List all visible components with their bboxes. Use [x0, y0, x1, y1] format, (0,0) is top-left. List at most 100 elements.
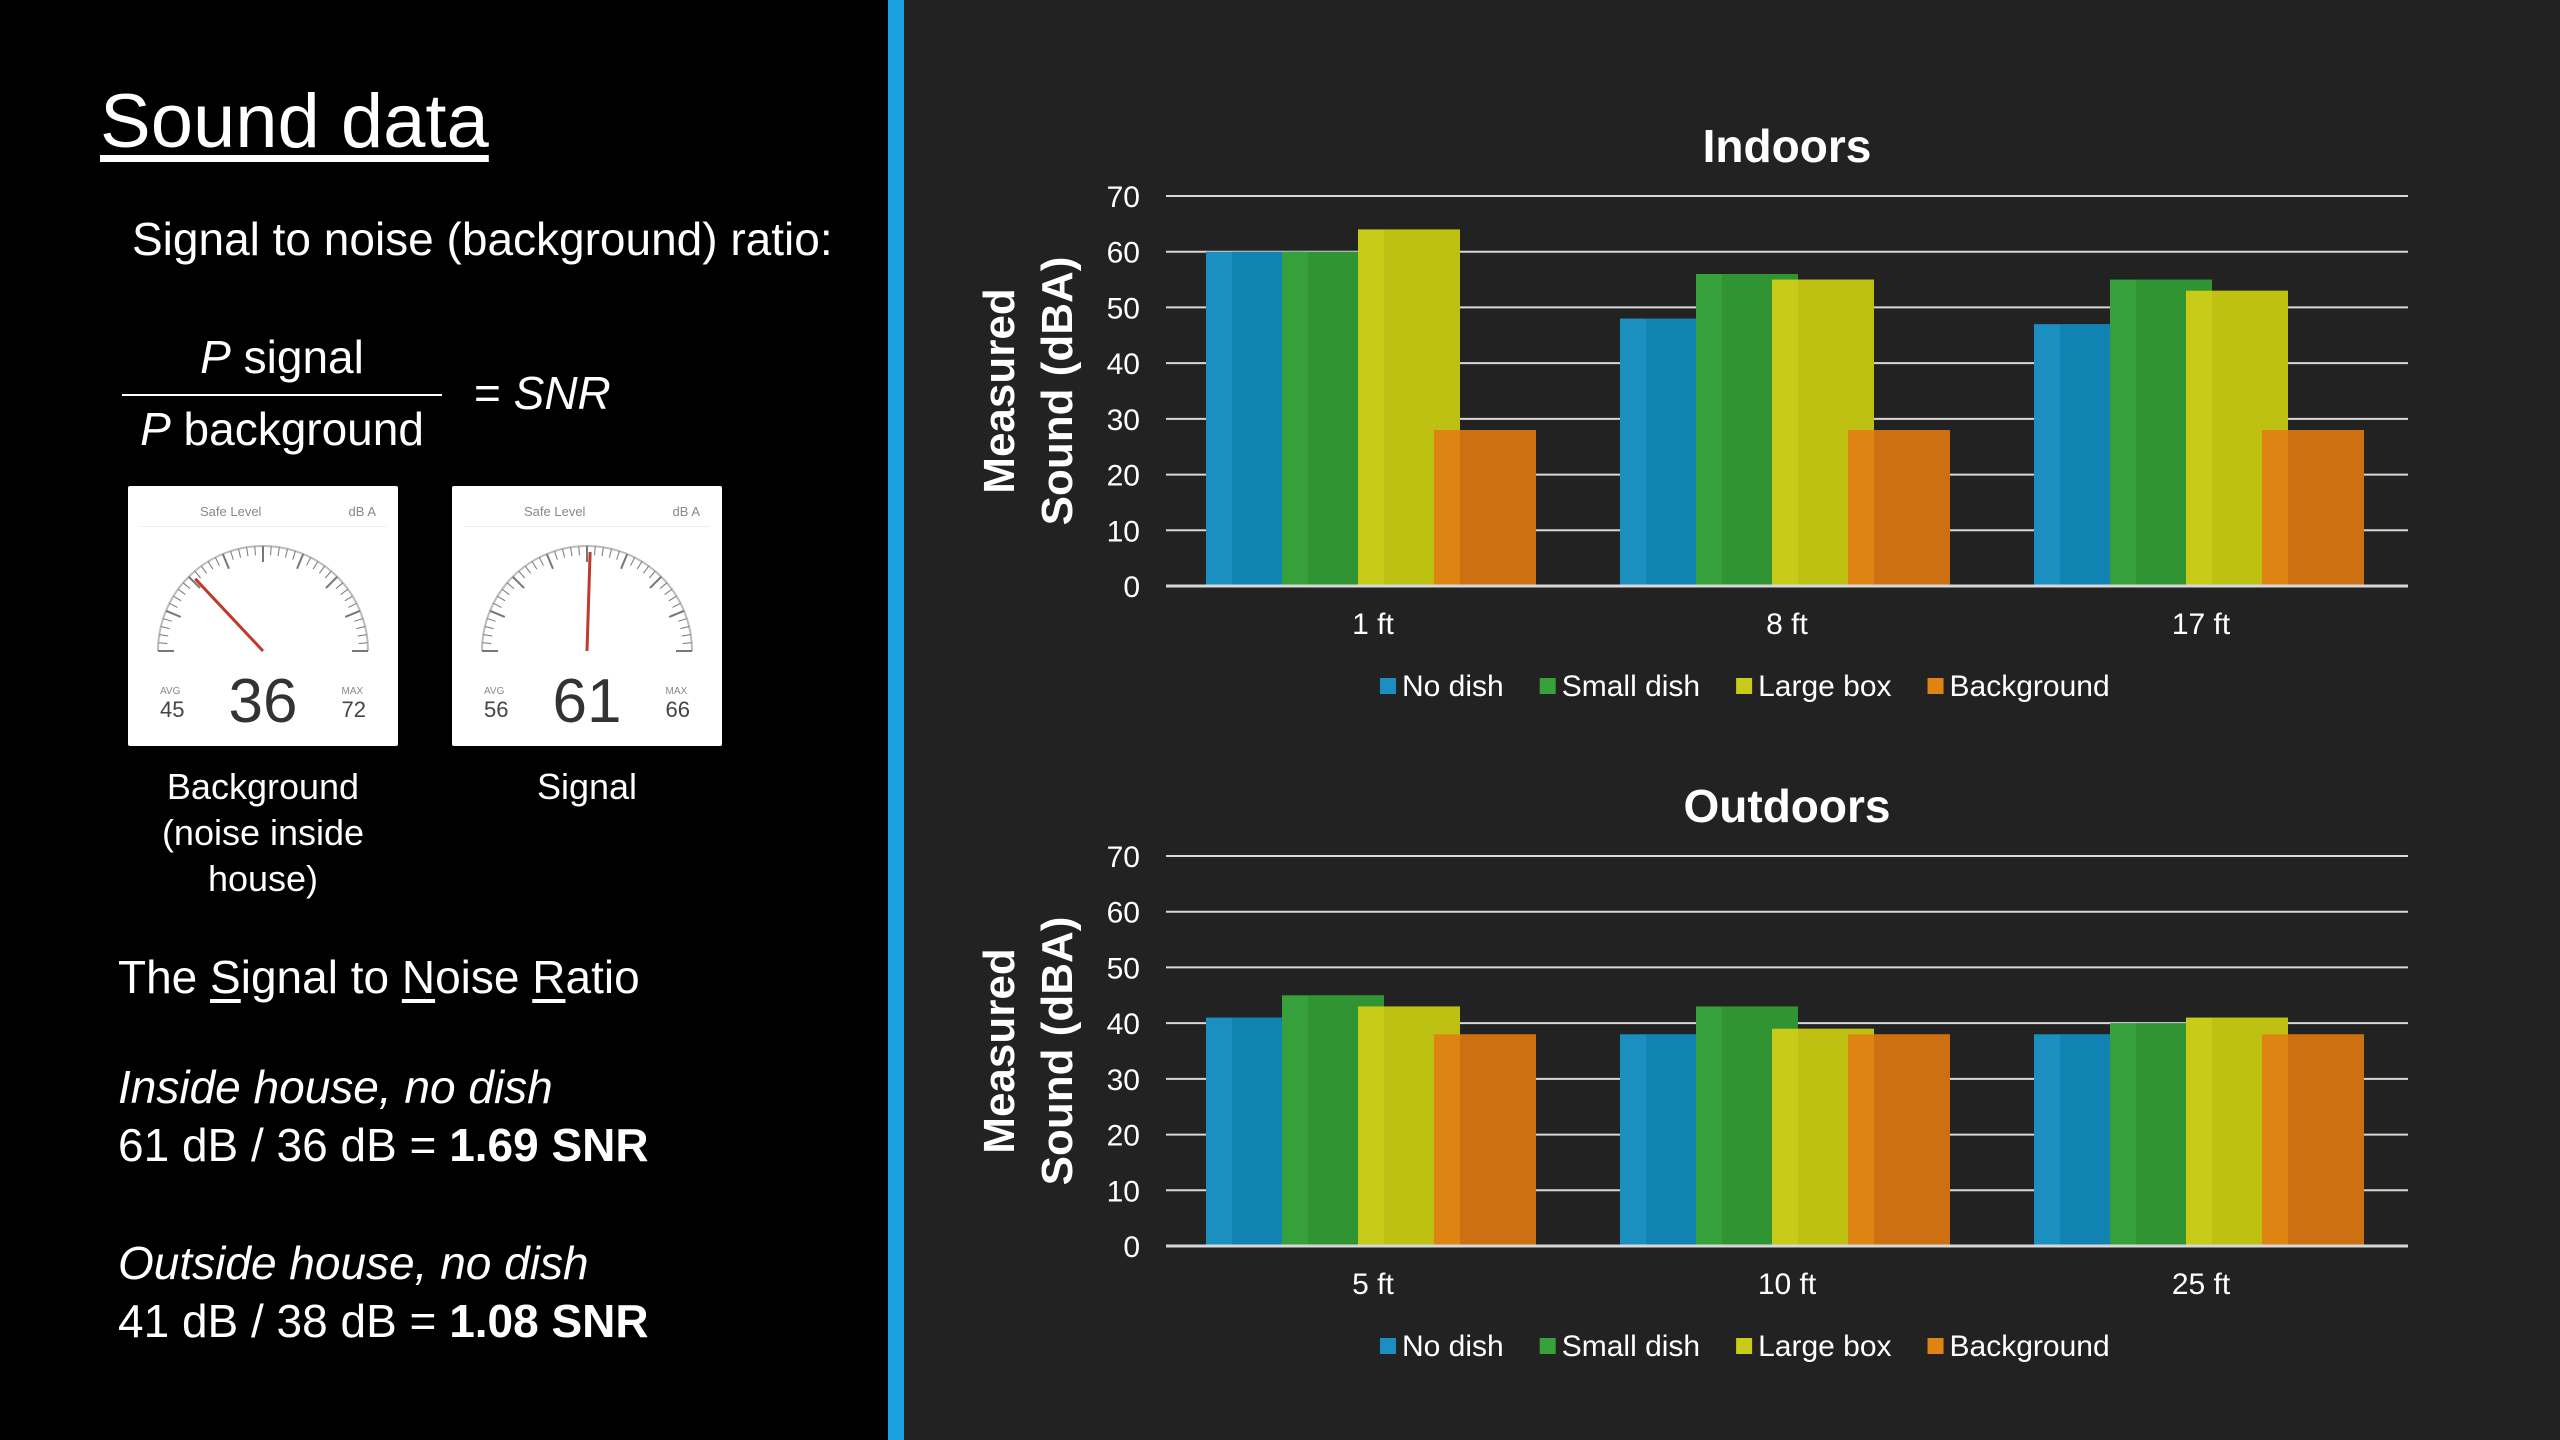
dial-tick — [230, 550, 234, 560]
dial-tick — [518, 570, 526, 579]
dial-tick — [486, 618, 496, 622]
bar-shade — [2288, 1034, 2364, 1246]
formula-denominator: P background — [140, 403, 424, 455]
y-axis-label-line: Measured — [975, 288, 1024, 493]
legend-label: Large box — [1758, 1330, 1891, 1363]
background-meter-caption: Background (noise inside house) — [161, 766, 365, 899]
dial-needle — [585, 552, 592, 652]
page-title: Sound data — [100, 79, 489, 164]
dial-tick — [570, 547, 573, 557]
dial-tick — [601, 547, 604, 557]
dial-tick — [678, 618, 688, 622]
dial-tick — [578, 546, 580, 556]
y-tick-label: 20 — [1107, 1120, 1140, 1153]
dial-tick — [608, 548, 612, 558]
bar-shade — [1874, 1034, 1950, 1246]
y-axis-label-line: Sound (dBA) — [1033, 257, 1082, 526]
dial-tick — [284, 548, 288, 558]
dial-tick — [562, 548, 566, 558]
legend-swatch — [1539, 1338, 1556, 1354]
dial-tick — [636, 561, 643, 570]
dial-tick — [177, 588, 186, 595]
legend-swatch — [1927, 1338, 1944, 1354]
signal-meter-caption: Signal — [536, 766, 638, 807]
dial-tick — [182, 582, 191, 590]
dial-tick — [159, 634, 169, 637]
dial-tick — [482, 642, 492, 644]
legend-label: No dish — [1402, 670, 1504, 703]
dial-tick — [493, 602, 502, 608]
x-tick-label: 10 ft — [1758, 1268, 1817, 1301]
legend-swatch — [1736, 1338, 1753, 1354]
y-axis-label-line: Measured — [975, 948, 1024, 1153]
y-axis-label-line: Sound (dBA) — [1033, 917, 1082, 1186]
y-axis-label: Measured Sound (dBA) — [975, 257, 1082, 526]
y-tick-label: 50 — [1107, 292, 1140, 325]
y-tick-label: 40 — [1107, 1008, 1140, 1041]
y-tick-label: 40 — [1107, 348, 1140, 381]
charts-panel: Indoors 0 10 20 30 40 50 60 70 Measured Sound (dBA… — [904, 0, 2560, 1440]
y-tick-label: 60 — [1107, 897, 1140, 930]
y-tick-label: 70 — [1107, 181, 1140, 214]
dial-tick — [270, 546, 272, 556]
dial-tick — [158, 642, 168, 644]
dial-tick — [668, 595, 677, 602]
dial-tick — [501, 588, 510, 595]
dial-tick — [648, 570, 656, 579]
dial-tick — [162, 618, 172, 622]
dial-tick — [165, 609, 182, 618]
dial-tick — [545, 553, 554, 570]
x-tick-label: 25 ft — [2172, 1268, 2231, 1301]
legend-swatch — [1927, 678, 1944, 694]
y-tick-label: 0 — [1123, 571, 1140, 604]
meter-reading: 61 — [552, 667, 622, 736]
chart-title: Indoors — [1703, 120, 1872, 172]
dial-tick — [292, 550, 296, 560]
dial-tick — [484, 626, 494, 630]
dial-tick — [238, 548, 242, 558]
legend-swatch — [1539, 678, 1556, 694]
dial-tick — [630, 557, 636, 566]
dial-tick — [246, 547, 249, 557]
dial-tick — [664, 588, 673, 595]
chart-title: Outdoors — [1684, 780, 1891, 832]
dial-tick — [296, 553, 305, 570]
outdoors-chart: Outdoors 0 10 20 30 40 50 60 70 Measured Sound (dB… — [975, 780, 2408, 1363]
meter-dial-icon — [157, 545, 369, 653]
y-tick-label: 70 — [1107, 841, 1140, 874]
dial-tick — [506, 582, 515, 590]
background-meter-image: Safe Level dB A AVG 45 36 MAX 72 — [128, 486, 398, 746]
dial-tick — [173, 595, 182, 602]
bar-shade — [1460, 430, 1536, 586]
dial-tick — [672, 602, 681, 608]
y-tick-label: 10 — [1107, 1175, 1140, 1208]
meter-reading: 36 — [228, 667, 298, 736]
legend-swatch — [1380, 1338, 1396, 1354]
x-tick-label: 8 ft — [1766, 608, 1808, 641]
dial-tick — [358, 642, 368, 644]
bar-shade — [1874, 430, 1950, 586]
dial-tick — [483, 634, 493, 637]
accent-divider — [888, 0, 904, 1440]
dial-tick — [489, 609, 506, 618]
formula-numerator: P signal — [200, 331, 364, 383]
dial-tick — [497, 595, 506, 602]
dial-tick — [531, 561, 538, 570]
y-tick-label: 30 — [1107, 1064, 1140, 1097]
snr-formula-fraction: P signal P background — [122, 330, 442, 460]
legend-swatch — [1380, 678, 1396, 694]
y-tick-label: 10 — [1107, 515, 1140, 548]
snr-definition-text: Signal to noise (background) ratio: — [132, 213, 833, 265]
dial-tick — [221, 553, 230, 570]
x-tick-label: 5 ft — [1352, 1268, 1394, 1301]
dial-tick — [277, 547, 280, 557]
legend-swatch — [1736, 678, 1753, 694]
y-tick-label: 50 — [1107, 952, 1140, 985]
bar-shade — [2288, 430, 2364, 586]
bar-shade — [1460, 1034, 1536, 1246]
dial-tick — [194, 570, 202, 579]
dial-tick — [254, 546, 256, 556]
dial-tick — [214, 557, 220, 566]
legend-label: Small dish — [1562, 670, 1700, 703]
dial-tick — [188, 576, 201, 589]
